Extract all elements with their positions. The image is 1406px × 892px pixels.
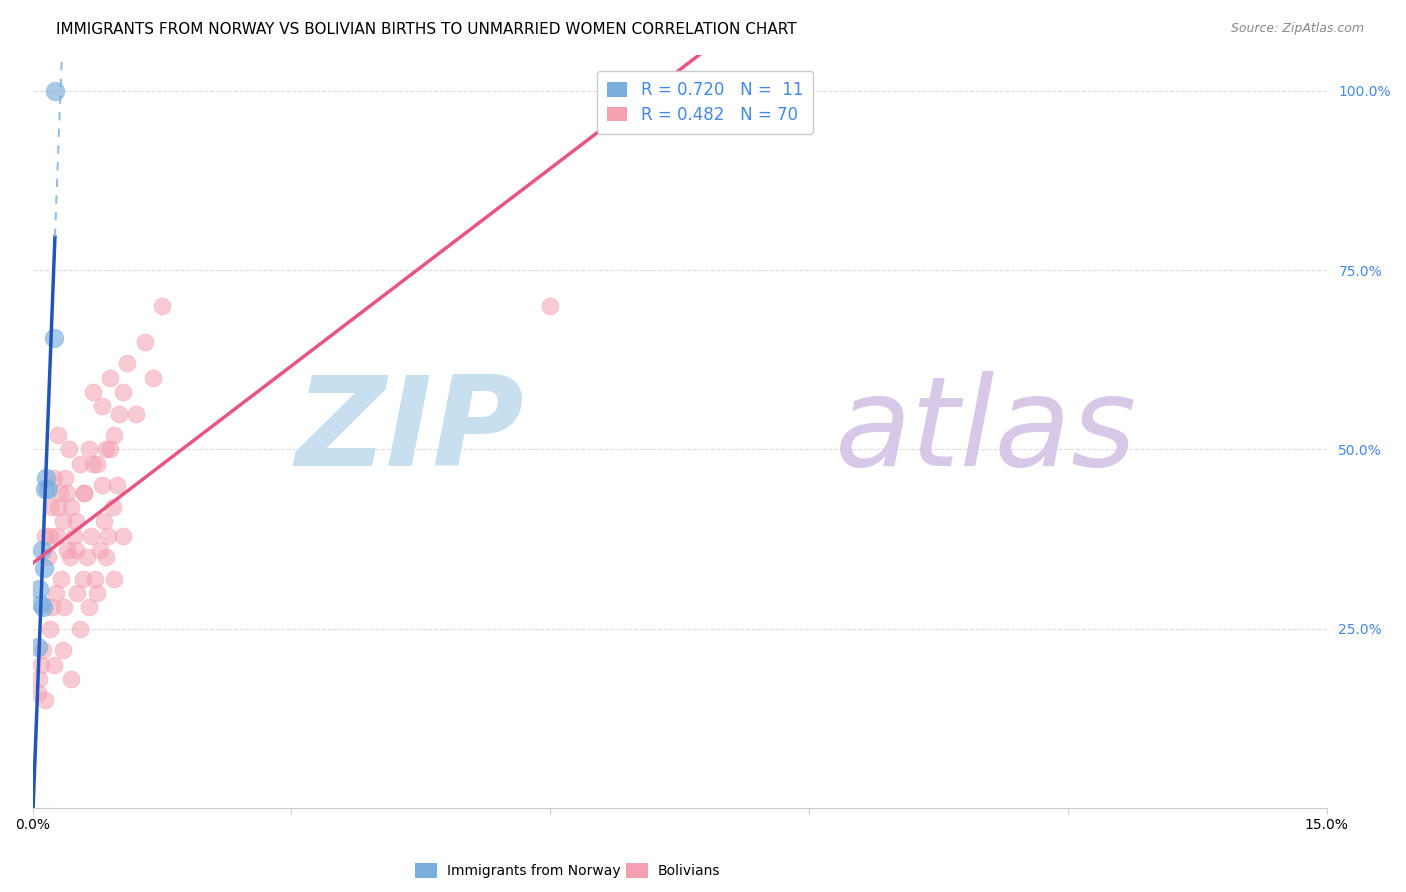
- Point: [58, 549, 80, 564]
- Point: [52, 514, 75, 528]
- Point: [27, 640, 49, 654]
- Point: [31, 643, 53, 657]
- Point: [112, 385, 135, 400]
- Point: [48, 500, 70, 514]
- Point: [103, 428, 125, 442]
- Point: [73, 485, 96, 500]
- Point: [65, 542, 87, 557]
- Point: [90, 478, 112, 492]
- Point: [56, 485, 79, 500]
- Point: [31, 600, 53, 615]
- Point: [103, 572, 125, 586]
- Point: [30, 657, 52, 672]
- Point: [73, 485, 96, 500]
- Point: [66, 586, 89, 600]
- Point: [72, 572, 94, 586]
- Point: [76, 549, 98, 564]
- Point: [32, 561, 55, 575]
- Point: [69, 457, 91, 471]
- Point: [98, 371, 121, 385]
- Point: [44, 84, 66, 98]
- Text: atlas: atlas: [835, 371, 1137, 492]
- Point: [101, 500, 124, 514]
- Point: [42, 471, 65, 485]
- Point: [112, 528, 135, 542]
- Point: [42, 657, 65, 672]
- Point: [105, 478, 128, 492]
- Point: [142, 371, 165, 385]
- Point: [28, 582, 51, 597]
- Point: [86, 586, 108, 600]
- Legend: R = 0.720   N =  11, R = 0.482   N = 70: R = 0.720 N = 11, R = 0.482 N = 70: [598, 71, 813, 134]
- Point: [117, 356, 139, 370]
- Point: [80, 528, 103, 542]
- Point: [668, 84, 690, 98]
- Point: [38, 528, 60, 542]
- Point: [56, 542, 79, 557]
- Point: [34, 693, 56, 707]
- Point: [48, 428, 70, 442]
- Point: [45, 586, 67, 600]
- Point: [41, 500, 63, 514]
- Point: [125, 407, 148, 421]
- Point: [90, 400, 112, 414]
- Point: [82, 457, 104, 471]
- Point: [65, 514, 87, 528]
- Point: [77, 442, 100, 457]
- Point: [37, 549, 59, 564]
- Point: [60, 500, 83, 514]
- Point: [34, 482, 56, 496]
- Point: [89, 542, 111, 557]
- Point: [86, 457, 108, 471]
- Point: [41, 600, 63, 615]
- Point: [27, 686, 49, 700]
- Point: [94, 549, 117, 564]
- Point: [30, 597, 52, 611]
- Point: [53, 471, 76, 485]
- Text: IMMIGRANTS FROM NORWAY VS BOLIVIAN BIRTHS TO UNMARRIED WOMEN CORRELATION CHART: IMMIGRANTS FROM NORWAY VS BOLIVIAN BIRTH…: [56, 22, 797, 37]
- Point: [98, 442, 121, 457]
- Point: [150, 299, 173, 313]
- Point: [53, 600, 76, 615]
- Point: [60, 672, 83, 686]
- Point: [538, 299, 561, 313]
- Point: [58, 442, 80, 457]
- Text: Immigrants from Norway: Immigrants from Norway: [447, 863, 620, 878]
- Point: [94, 442, 117, 457]
- Text: ZIP: ZIP: [295, 371, 524, 492]
- Point: [38, 622, 60, 636]
- Point: [45, 528, 67, 542]
- Text: Bolivians: Bolivians: [658, 863, 720, 878]
- Point: [82, 385, 104, 400]
- Point: [97, 528, 120, 542]
- Point: [34, 528, 56, 542]
- Point: [28, 672, 51, 686]
- Point: [93, 514, 115, 528]
- Point: [49, 485, 72, 500]
- Point: [84, 572, 107, 586]
- Point: [134, 334, 156, 349]
- Point: [49, 572, 72, 586]
- Point: [35, 471, 58, 485]
- Point: [37, 482, 59, 496]
- Point: [52, 643, 75, 657]
- Point: [107, 407, 129, 421]
- Point: [69, 622, 91, 636]
- Point: [31, 542, 53, 557]
- Text: Source: ZipAtlas.com: Source: ZipAtlas.com: [1230, 22, 1364, 36]
- Point: [77, 600, 100, 615]
- Point: [42, 331, 65, 345]
- Point: [63, 528, 86, 542]
